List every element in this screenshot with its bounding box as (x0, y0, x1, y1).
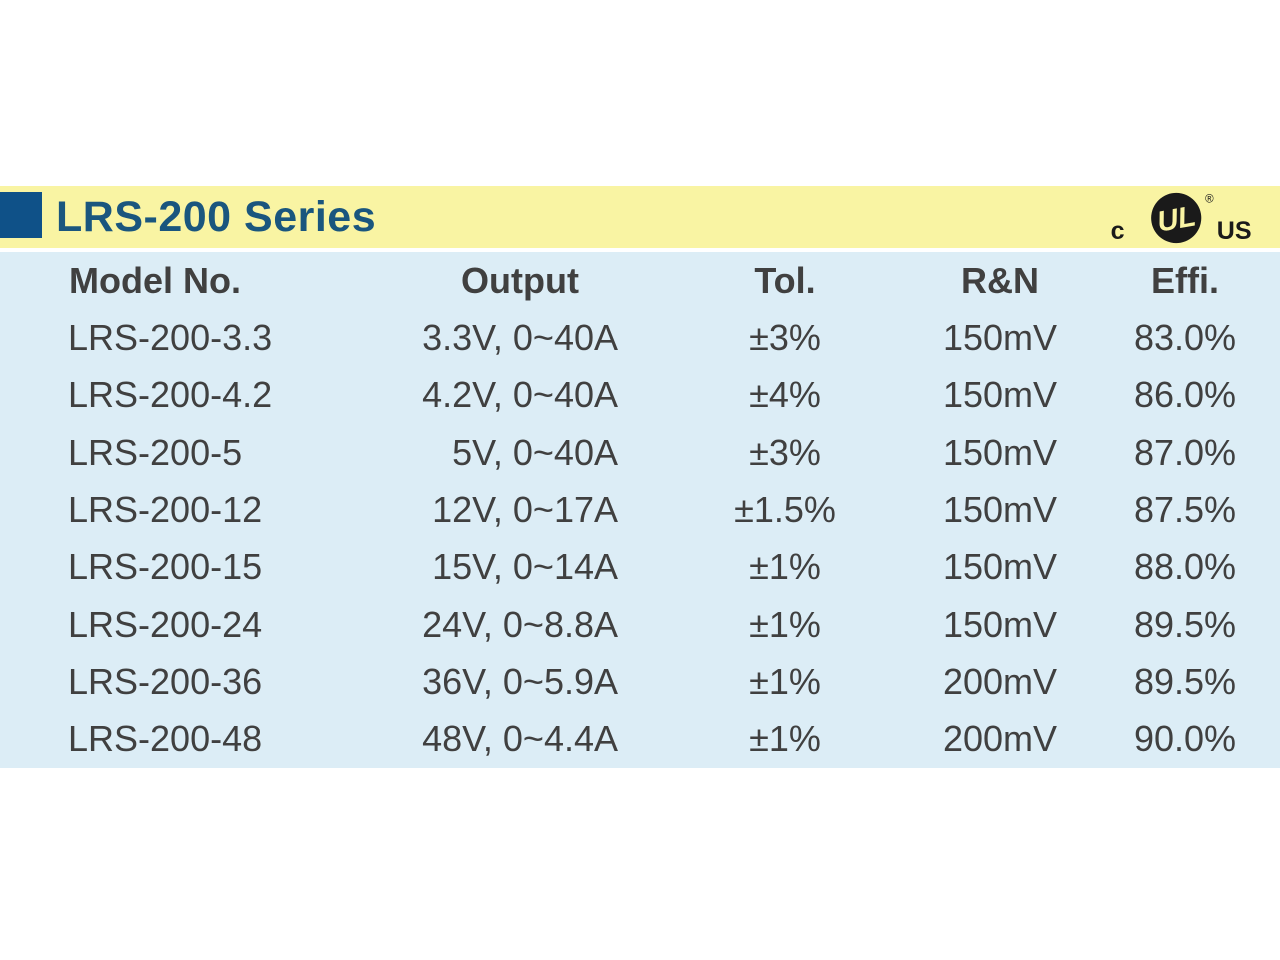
table-cell: LRS-200-3.3 (68, 316, 273, 358)
table-cell: 150mV (942, 431, 1058, 473)
table-cell: 48V, 0~4.4A (422, 718, 618, 760)
table-cell: 87.5% (1133, 488, 1237, 530)
column-header: Output (461, 259, 579, 301)
table-cell: 24V, 0~8.8A (422, 603, 618, 645)
series-header-band: LRS-200 Series c UL ® US (0, 186, 1280, 248)
table-cell: 88.0% (1133, 546, 1237, 588)
ul-monogram-icon: UL (1151, 192, 1202, 244)
table-cell: 3.3V, 0~40A (422, 316, 618, 358)
table-cell: LRS-200-15 (68, 546, 263, 588)
table-cell: ±1% (749, 718, 821, 760)
ul-certification-logo: c UL ® US (1106, 191, 1258, 245)
table-cell: ±1% (749, 660, 821, 702)
svg-text:UL: UL (1155, 200, 1199, 238)
table-cell: LRS-200-5 (68, 431, 243, 473)
ul-us-label: US (1217, 217, 1252, 245)
table-cell: LRS-200-12 (68, 488, 263, 530)
table-cell: 200mV (942, 718, 1058, 760)
accent-square (0, 192, 42, 238)
table-cell: ±4% (749, 374, 821, 416)
table-cell: ±1.5% (734, 488, 836, 530)
table-cell: 150mV (942, 316, 1058, 358)
table-cell: LRS-200-24 (68, 603, 263, 645)
table-cell: 86.0% (1133, 374, 1237, 416)
table-cell: LRS-200-36 (68, 660, 263, 702)
column-header: R&N (961, 259, 1039, 301)
table-cell: 90.0% (1133, 718, 1237, 760)
table-cell: 15V, 0~14A (432, 546, 618, 588)
table-cell: LRS-200-4.2 (68, 374, 273, 416)
table-cell: 200mV (942, 660, 1058, 702)
table-cell: 89.5% (1133, 603, 1237, 645)
table-cell: ±3% (749, 316, 821, 358)
ul-c-label: c (1111, 217, 1125, 245)
table-cell: 4.2V, 0~40A (422, 374, 618, 416)
table-cell: 83.0% (1133, 316, 1237, 358)
table-cell: 150mV (942, 488, 1058, 530)
table-cell: 87.0% (1133, 431, 1237, 473)
column-header: Effi. (1151, 259, 1219, 301)
ul-registered-symbol: ® (1205, 194, 1214, 206)
spec-table: Model No. Output Tol. R&N Effi. LRS-200-3.3 3.… (0, 252, 1280, 768)
column-header: Model No. (69, 259, 241, 301)
column-header: Tol. (754, 259, 816, 301)
table-cell: 150mV (942, 603, 1058, 645)
table-cell: ±3% (749, 431, 821, 473)
table-cell: 36V, 0~5.9A (422, 660, 618, 702)
series-title: LRS-200 Series (56, 192, 377, 241)
table-cell: 150mV (942, 546, 1058, 588)
table-cell: LRS-200-48 (68, 718, 263, 760)
table-cell: 5V, 0~40A (452, 431, 618, 473)
table-cell: ±1% (749, 546, 821, 588)
table-cell: 89.5% (1133, 660, 1237, 702)
table-cell: ±1% (749, 603, 821, 645)
table-cell: 150mV (942, 374, 1058, 416)
table-cell: 12V, 0~17A (432, 488, 618, 530)
